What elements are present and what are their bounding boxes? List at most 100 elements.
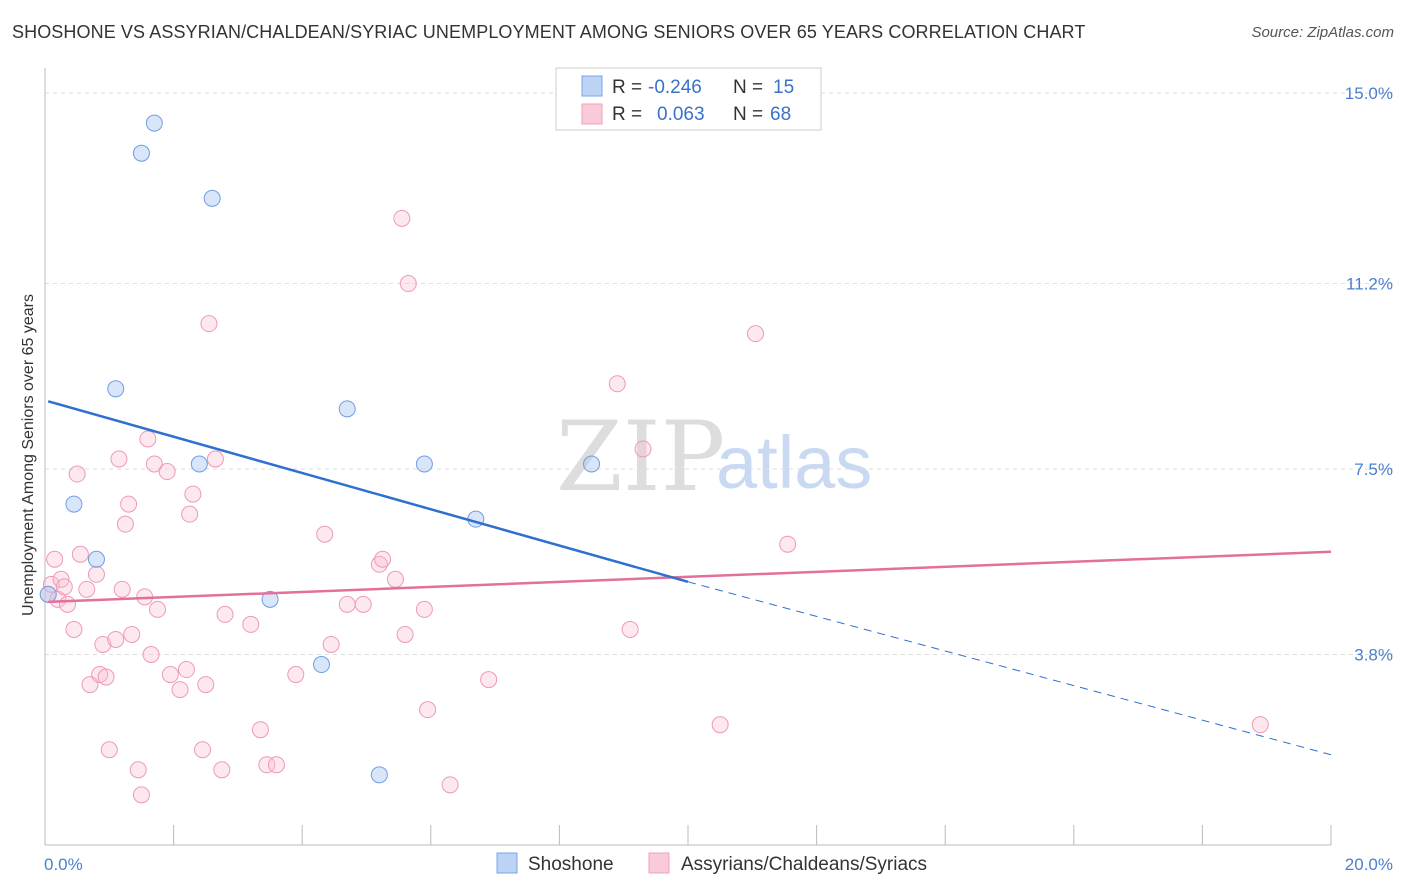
assyrian-point-39 [206, 450, 224, 468]
assyrian-point-50 [354, 595, 372, 613]
assyrian-point-36 [194, 741, 212, 759]
shoshone-point-11 [87, 550, 105, 568]
assyrian-point-63 [634, 440, 652, 458]
shoshone-point-14 [370, 766, 388, 784]
data-points [39, 114, 1269, 804]
assyrian-point-43 [251, 721, 269, 739]
assyrian-point-67 [1251, 716, 1269, 734]
assyrian-point-55 [396, 625, 414, 643]
assyrian-point-21 [120, 495, 138, 513]
assyrian-point-17 [107, 630, 125, 648]
assyrian-point-2 [46, 550, 64, 568]
assyrian-point-48 [322, 635, 340, 653]
assyrian-point-26 [139, 430, 157, 448]
assyrian-point-22 [123, 625, 141, 643]
assyrian-point-34 [181, 505, 199, 523]
assyrian-point-56 [399, 275, 417, 293]
assyrian-point-20 [116, 515, 134, 533]
shoshone-point-7 [415, 455, 433, 473]
shoshone-point-13 [312, 656, 330, 674]
shoshone-point-9 [65, 495, 83, 513]
x-tick-label-1: 20.0% [1345, 855, 1393, 874]
assyrian-point-27 [142, 646, 160, 664]
assyrian-point-31 [161, 666, 179, 684]
assyrian-point-5 [55, 578, 73, 596]
x-tick-label-0: 0.0% [44, 855, 83, 874]
shoshone-point-5 [338, 400, 356, 418]
shoshone-point-1 [145, 114, 163, 132]
assyrian-point-53 [386, 570, 404, 588]
legend-n-assyrian: 68 [770, 104, 791, 125]
assyrian-point-38 [200, 315, 218, 333]
assyrian-trend-line [48, 550, 1332, 604]
assyrian-point-42 [242, 615, 260, 633]
assyrian-point-58 [419, 701, 437, 719]
legend-n-shoshone: 15 [773, 77, 794, 98]
assyrian-point-52 [374, 550, 392, 568]
y-tick-label-3: 15.0% [1345, 84, 1393, 103]
assyrian-point-47 [316, 525, 334, 543]
assyrian-point-64 [711, 716, 729, 734]
assyrian-point-65 [747, 325, 765, 343]
chart-title: SHOSHONE VS ASSYRIAN/CHALDEAN/SYRIAC UNE… [12, 22, 1086, 42]
assyrian-point-16 [100, 741, 118, 759]
assyrian-point-1 [42, 575, 60, 593]
shoshone-point-3 [203, 189, 221, 207]
shoshone-point-6 [190, 455, 208, 473]
shoshone-point-2 [132, 144, 150, 162]
legend-n-label-shoshone: N = [733, 77, 763, 98]
assyrian-point-60 [480, 671, 498, 689]
source-label: Source: ZipAtlas.com [1251, 24, 1394, 41]
watermark-atlas: atlas [716, 421, 872, 504]
assyrian-point-9 [71, 545, 89, 563]
assyrian-point-29 [149, 600, 167, 618]
y-tick-labels: 3.8% 7.5% 11.2% 15.0% [1345, 84, 1393, 664]
assyrian-point-12 [87, 565, 105, 583]
assyrian-point-49 [338, 595, 356, 613]
legend-r-shoshone: -0.246 [648, 77, 702, 98]
shoshone-trend-extension [687, 581, 1332, 756]
bottom-legend-swatch-shoshone [496, 852, 518, 874]
shoshone-point-0 [39, 585, 57, 603]
assyrian-point-62 [621, 620, 639, 638]
assyrian-point-6 [59, 595, 77, 613]
assyrian-point-41 [216, 605, 234, 623]
trend-lines [47, 400, 1332, 756]
assyrian-point-66 [779, 535, 797, 553]
bottom-legend-swatch-assyrian [648, 852, 670, 874]
assyrian-point-51 [370, 555, 388, 573]
assyrian-point-19 [113, 580, 131, 598]
assyrian-point-35 [184, 485, 202, 503]
bottom-legend-assyrian: Assyrians/Chaldeans/Syriacs [681, 854, 927, 875]
shoshone-point-8 [583, 455, 601, 473]
y-tick-label-1: 7.5% [1354, 460, 1393, 479]
legend-n-label-assyrian: N = [733, 104, 763, 125]
assyrian-point-33 [177, 661, 195, 679]
legend-r-label-shoshone: R = [612, 77, 642, 98]
assyrian-point-57 [415, 600, 433, 618]
legend-swatch-assyrian [581, 103, 603, 125]
legend-r-assyrian: 0.063 [657, 104, 705, 125]
correlation-legend: R = -0.246 N = 15 R = 0.063 N = 68 [555, 67, 822, 131]
y-tick-label-2: 11.2% [1346, 275, 1393, 294]
legend-swatch-shoshone [581, 75, 603, 97]
watermark: ZIP atlas [556, 401, 872, 513]
assyrian-point-44 [258, 756, 276, 774]
y-tick-label-0: 3.8% [1354, 646, 1393, 665]
assyrian-point-46 [287, 666, 305, 684]
x-tick-labels: 0.0% 20.0% [44, 855, 1393, 874]
assyrian-point-40 [213, 761, 231, 779]
assyrian-point-28 [145, 455, 163, 473]
legend-r-label-assyrian: R = [612, 104, 642, 125]
shoshone-point-12 [261, 590, 279, 608]
assyrian-point-15 [97, 668, 115, 686]
axes [44, 68, 1332, 846]
assyrian-point-7 [65, 620, 83, 638]
assyrian-point-30 [158, 463, 176, 481]
assyrian-point-18 [110, 450, 128, 468]
assyrian-point-23 [129, 761, 147, 779]
series-legend: Shoshone Assyrians/Chaldeans/Syriacs [496, 852, 927, 875]
assyrian-point-24 [132, 786, 150, 804]
shoshone-trend-line [47, 400, 689, 584]
